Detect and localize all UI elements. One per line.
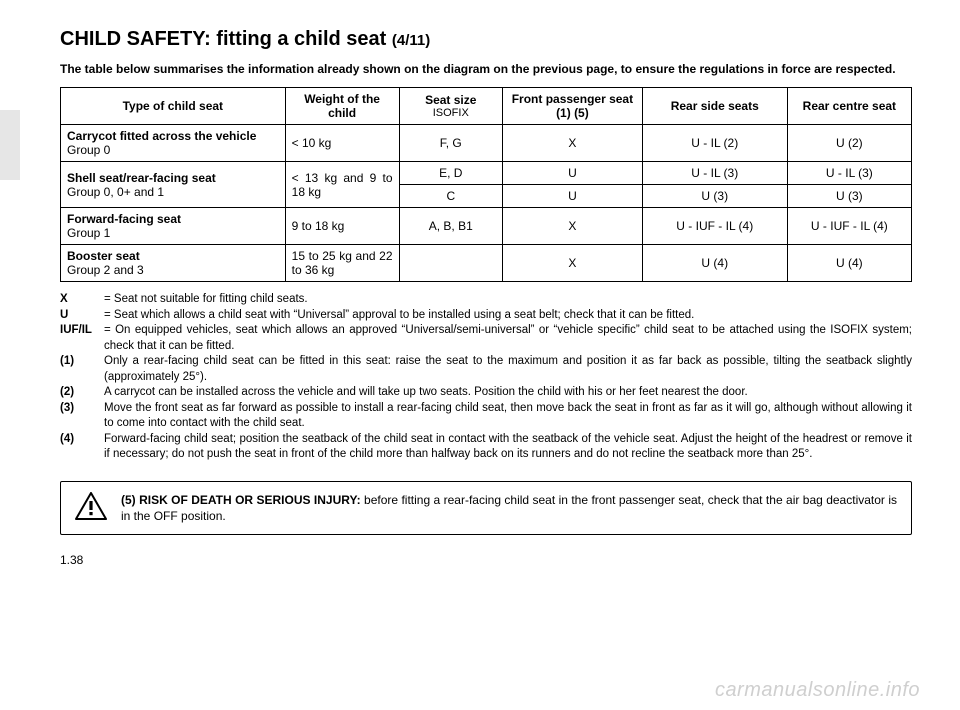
- cell-rear-side: U (3): [642, 185, 787, 208]
- type-bold: Shell seat/rear-facing seat: [67, 171, 216, 185]
- table-row: Carrycot fitted across the vehicle Group…: [61, 125, 912, 162]
- warning-icon: [75, 492, 107, 524]
- cell-size: C: [399, 185, 503, 208]
- manual-page: CHILD SAFETY: fitting a child seat (4/11…: [0, 0, 960, 710]
- type-bold: Carrycot fitted across the vehicle: [67, 129, 256, 143]
- legend-key: X: [60, 292, 104, 308]
- th-weight: Weight of the child: [285, 88, 399, 125]
- child-seat-table: Type of child seat Weight of the child S…: [60, 87, 912, 282]
- legend-key: (4): [60, 432, 104, 463]
- cell-rear-side: U - IL (2): [642, 125, 787, 162]
- legend: X = Seat not suitable for fitting child …: [60, 292, 912, 463]
- table-row: Forward-facing seat Group 1 9 to 18 kg A…: [61, 208, 912, 245]
- warning-box: (5) RISK OF DEATH OR SERIOUS INJURY: bef…: [60, 481, 912, 535]
- th-size-top: Seat size: [406, 93, 497, 107]
- table-row: Shell seat/rear-facing seat Group 0, 0+ …: [61, 162, 912, 185]
- cell-type: Shell seat/rear-facing seat Group 0, 0+ …: [61, 162, 286, 208]
- cell-front: X: [503, 125, 643, 162]
- legend-row: (2) A carrycot can be installed across t…: [60, 385, 912, 401]
- th-size-sub: ISOFIX: [406, 107, 497, 119]
- cell-size: F, G: [399, 125, 503, 162]
- cell-front: U: [503, 162, 643, 185]
- intro-text: The table below summarises the informati…: [60, 61, 912, 77]
- cell-type: Forward-facing seat Group 1: [61, 208, 286, 245]
- legend-text: = Seat not suitable for fitting child se…: [104, 292, 912, 308]
- legend-row: U = Seat which allows a child seat with …: [60, 308, 912, 324]
- type-group: Group 0: [67, 143, 110, 157]
- cell-weight: < 13 kg and 9 to 18 kg: [285, 162, 399, 208]
- type-group: Group 2 and 3: [67, 263, 144, 277]
- cell-rear-centre: U - IUF - IL (4): [787, 208, 911, 245]
- th-rear-centre: Rear centre seat: [787, 88, 911, 125]
- legend-row: (4) Forward-facing child seat; position …: [60, 432, 912, 463]
- cell-rear-side: U - IL (3): [642, 162, 787, 185]
- cell-rear-centre: U (4): [787, 245, 911, 282]
- cell-front: X: [503, 245, 643, 282]
- table-header-row: Type of child seat Weight of the child S…: [61, 88, 912, 125]
- legend-row: X = Seat not suitable for fitting child …: [60, 292, 912, 308]
- page-title: CHILD SAFETY: fitting a child seat (4/11…: [60, 28, 912, 51]
- legend-text: = Seat which allows a child seat with “U…: [104, 308, 912, 324]
- legend-key: (2): [60, 385, 104, 401]
- cell-front: X: [503, 208, 643, 245]
- legend-key: (1): [60, 354, 104, 385]
- cell-rear-side: U (4): [642, 245, 787, 282]
- th-front: Front passenger seat (1) (5): [503, 88, 643, 125]
- title-main: CHILD SAFETY: fitting a child seat: [60, 28, 392, 50]
- legend-key: IUF/IL: [60, 323, 104, 354]
- legend-row: (3) Move the front seat as far forward a…: [60, 401, 912, 432]
- cell-rear-centre: U (2): [787, 125, 911, 162]
- cell-type: Carrycot fitted across the vehicle Group…: [61, 125, 286, 162]
- legend-row: IUF/IL = On equipped vehicles, seat whic…: [60, 323, 912, 354]
- cell-size: A, B, B1: [399, 208, 503, 245]
- warning-text: (5) RISK OF DEATH OR SERIOUS INJURY: bef…: [121, 492, 897, 524]
- table-row: Booster seat Group 2 and 3 15 to 25 kg a…: [61, 245, 912, 282]
- cell-rear-centre: U (3): [787, 185, 911, 208]
- warning-key: (5) RISK OF DEATH OR SERIOUS INJURY:: [121, 493, 364, 507]
- thumb-tab: [0, 110, 20, 180]
- legend-text: A carrycot can be installed across the v…: [104, 385, 912, 401]
- cell-type: Booster seat Group 2 and 3: [61, 245, 286, 282]
- legend-row: (1) Only a rear-facing child seat can be…: [60, 354, 912, 385]
- type-bold: Booster seat: [67, 249, 140, 263]
- cell-rear-side: U - IUF - IL (4): [642, 208, 787, 245]
- cell-weight: 15 to 25 kg and 22 to 36 kg: [285, 245, 399, 282]
- cell-rear-centre: U - IL (3): [787, 162, 911, 185]
- cell-size: [399, 245, 503, 282]
- th-rear-side: Rear side seats: [642, 88, 787, 125]
- legend-key: (3): [60, 401, 104, 432]
- legend-text: Move the front seat as far forward as po…: [104, 401, 912, 432]
- cell-weight: 9 to 18 kg: [285, 208, 399, 245]
- th-type: Type of child seat: [61, 88, 286, 125]
- legend-text: Forward-facing child seat; position the …: [104, 432, 912, 463]
- legend-text: = On equipped vehicles, seat which allow…: [104, 323, 912, 354]
- type-group: Group 1: [67, 226, 110, 240]
- cell-weight: < 10 kg: [285, 125, 399, 162]
- legend-key: U: [60, 308, 104, 324]
- th-size: Seat size ISOFIX: [399, 88, 503, 125]
- cell-front: U: [503, 185, 643, 208]
- title-sub: (4/11): [392, 32, 430, 49]
- legend-text: Only a rear-facing child seat can be fit…: [104, 354, 912, 385]
- type-group: Group 0, 0+ and 1: [67, 185, 164, 199]
- page-number: 1.38: [60, 553, 912, 567]
- watermark: carmanualsonline.info: [715, 679, 920, 702]
- type-bold: Forward-facing seat: [67, 212, 181, 226]
- cell-size: E, D: [399, 162, 503, 185]
